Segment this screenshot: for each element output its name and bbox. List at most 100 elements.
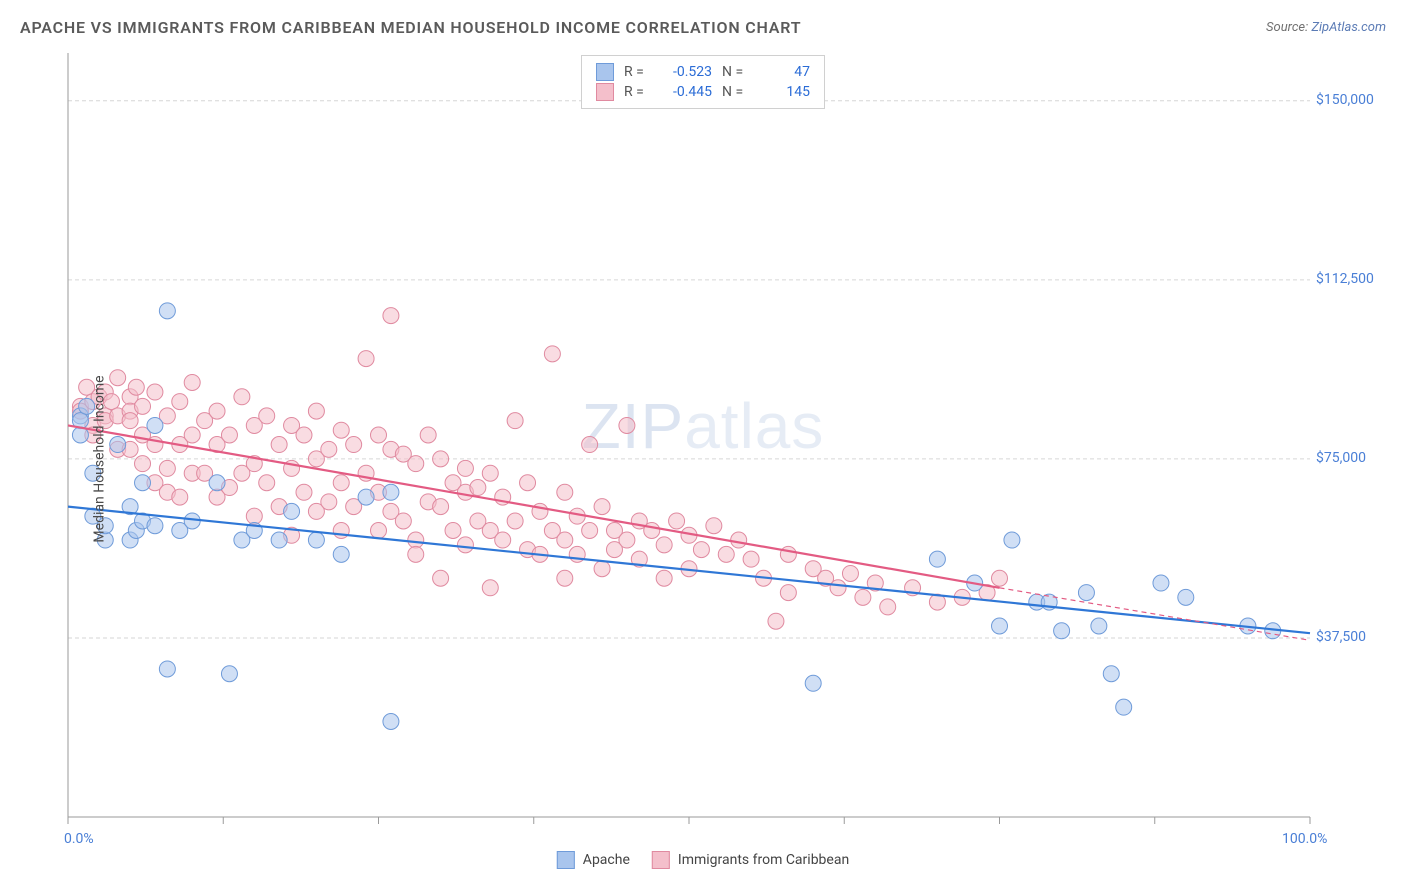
data-point-carib	[433, 499, 449, 515]
data-point-apache	[1091, 618, 1107, 634]
data-point-carib	[557, 570, 573, 586]
data-point-carib	[743, 551, 759, 567]
data-point-apache	[1178, 589, 1194, 605]
data-point-apache	[929, 551, 945, 567]
data-point-apache	[383, 484, 399, 500]
data-point-carib	[619, 532, 635, 548]
data-point-carib	[259, 408, 275, 424]
data-point-carib	[346, 437, 362, 453]
series-legend: Apache Immigrants from Caribbean	[557, 851, 849, 869]
data-point-carib	[333, 422, 349, 438]
data-point-carib	[259, 475, 275, 491]
data-point-carib	[520, 475, 536, 491]
data-point-carib	[371, 523, 387, 539]
chart-area: ZIPatlas Median Household Income R =-0.5…	[20, 49, 1386, 869]
legend-swatch	[557, 851, 575, 869]
data-point-carib	[594, 499, 610, 515]
data-point-apache	[159, 661, 175, 677]
data-point-carib	[693, 542, 709, 558]
y-tick-label: $150,000	[1316, 92, 1374, 108]
data-point-apache	[383, 714, 399, 730]
data-point-carib	[184, 374, 200, 390]
data-point-apache	[333, 546, 349, 562]
data-point-carib	[582, 523, 598, 539]
data-point-carib	[358, 351, 374, 367]
data-point-carib	[544, 346, 560, 362]
data-point-carib	[507, 413, 523, 429]
data-point-carib	[209, 403, 225, 419]
y-tick-label: $75,000	[1316, 450, 1366, 466]
data-point-carib	[433, 451, 449, 467]
data-point-apache	[221, 666, 237, 682]
data-point-carib	[830, 580, 846, 596]
data-point-apache	[1116, 699, 1132, 715]
regression-line-carib	[68, 425, 1000, 587]
data-point-carib	[445, 523, 461, 539]
y-tick-label: $37,500	[1316, 629, 1366, 645]
legend-swatch	[596, 83, 614, 101]
legend-swatch	[652, 851, 670, 869]
data-point-carib	[482, 465, 498, 481]
data-point-carib	[731, 532, 747, 548]
legend-item: Immigrants from Caribbean	[652, 851, 849, 869]
data-point-carib	[482, 580, 498, 596]
data-point-carib	[718, 546, 734, 562]
data-point-carib	[457, 460, 473, 476]
data-point-apache	[805, 675, 821, 691]
data-point-carib	[557, 532, 573, 548]
source-attribution: Source: ZipAtlas.com	[1266, 20, 1386, 35]
data-point-carib	[147, 384, 163, 400]
scatter-chart-svg	[20, 49, 1386, 869]
data-point-carib	[333, 475, 349, 491]
data-point-carib	[371, 427, 387, 443]
source-link[interactable]: ZipAtlas.com	[1311, 20, 1386, 35]
data-point-carib	[557, 484, 573, 500]
data-point-carib	[408, 532, 424, 548]
data-point-carib	[644, 523, 660, 539]
data-point-carib	[507, 513, 523, 529]
data-point-carib	[246, 508, 262, 524]
data-point-apache	[147, 417, 163, 433]
legend-item: Apache	[557, 851, 630, 869]
legend-stat-row: R =-0.445N =145	[596, 82, 810, 102]
data-point-carib	[296, 484, 312, 500]
data-point-carib	[135, 456, 151, 472]
data-point-carib	[234, 389, 250, 405]
y-axis-label: Median Household Income	[92, 375, 108, 542]
data-point-carib	[321, 494, 337, 510]
x-tick-label-max: 100.0%	[1282, 831, 1327, 847]
data-point-apache	[159, 303, 175, 319]
data-point-carib	[271, 437, 287, 453]
data-point-carib	[172, 394, 188, 410]
data-point-carib	[172, 489, 188, 505]
data-point-carib	[656, 570, 672, 586]
data-point-carib	[880, 599, 896, 615]
regression-line-apache	[68, 507, 1310, 634]
data-point-carib	[122, 413, 138, 429]
regression-extrap-carib	[1000, 588, 1311, 641]
data-point-carib	[855, 589, 871, 605]
data-point-carib	[296, 427, 312, 443]
data-point-carib	[780, 585, 796, 601]
data-point-apache	[271, 532, 287, 548]
data-point-apache	[1078, 585, 1094, 601]
chart-header: APACHE VS IMMIGRANTS FROM CARIBBEAN MEDI…	[0, 0, 1406, 45]
data-point-carib	[308, 403, 324, 419]
correlation-legend: R =-0.523N =47R =-0.445N =145	[581, 55, 825, 109]
legend-label: Apache	[583, 852, 630, 868]
data-point-carib	[495, 532, 511, 548]
data-point-carib	[470, 480, 486, 496]
y-tick-label: $112,500	[1316, 271, 1374, 287]
data-point-carib	[594, 561, 610, 577]
data-point-carib	[408, 546, 424, 562]
data-point-carib	[780, 546, 796, 562]
chart-title: APACHE VS IMMIGRANTS FROM CARIBBEAN MEDI…	[20, 18, 801, 37]
legend-swatch	[596, 63, 614, 81]
data-point-carib	[184, 427, 200, 443]
data-point-carib	[408, 456, 424, 472]
data-point-apache	[147, 518, 163, 534]
data-point-apache	[135, 475, 151, 491]
data-point-apache	[992, 618, 1008, 634]
data-point-carib	[992, 570, 1008, 586]
legend-stat-row: R =-0.523N =47	[596, 62, 810, 82]
